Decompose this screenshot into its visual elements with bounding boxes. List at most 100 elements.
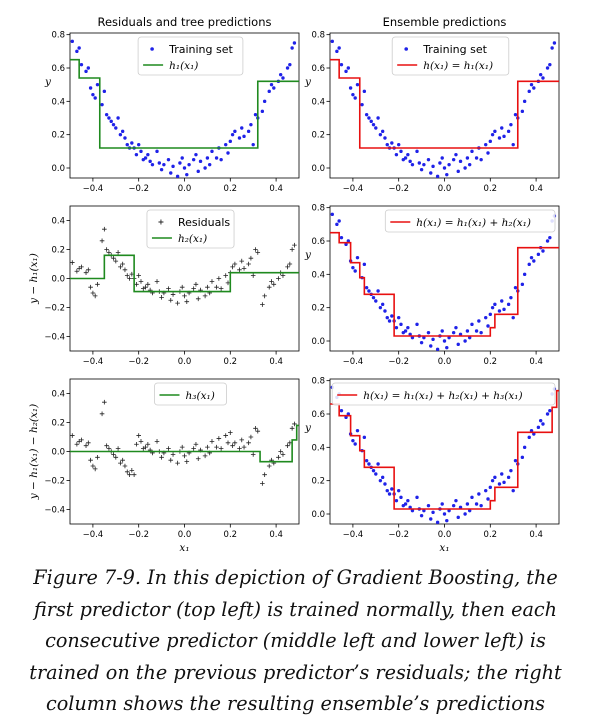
data-point: [408, 505, 412, 510]
data-point: [230, 132, 235, 137]
residual-point: [83, 443, 89, 448]
residual-point: [241, 444, 247, 450]
panel-p21: −0.4 −0.2 0.0 0.2 0.4 −0.4 −0.2 0.0 0.2 0.4 y − h₁…: [28, 205, 300, 367]
data-point: [262, 99, 267, 104]
data-point: [70, 39, 74, 44]
residual-point: [218, 286, 224, 291]
data-point: [410, 508, 415, 513]
data-point: [95, 82, 100, 87]
data-point: [465, 156, 470, 160]
residual-point: [239, 437, 245, 443]
data-point: [435, 520, 440, 524]
data-point: [488, 139, 492, 144]
data-point: [497, 309, 502, 313]
data-point: [191, 157, 196, 162]
x-tick-label: −0.2: [388, 357, 409, 367]
residual-point: [205, 284, 210, 290]
residual-point: [191, 286, 196, 291]
data-point: [399, 322, 403, 327]
data-point: [91, 92, 95, 97]
data-point: [456, 515, 460, 520]
plot-area: [70, 39, 299, 178]
data-point: [486, 497, 490, 501]
y-axis-label: y: [304, 422, 312, 434]
y-tick-label: 0.0: [311, 510, 325, 520]
residual-point: [83, 270, 89, 275]
residual-point: [182, 293, 187, 299]
x-tick-label: 0.0: [178, 530, 192, 540]
residual-point: [166, 446, 171, 451]
residual-point: [276, 455, 281, 460]
residual-point: [74, 268, 80, 274]
residual-point: [70, 260, 75, 265]
data-point: [337, 219, 341, 223]
residual-point: [214, 284, 219, 290]
data-point: [435, 174, 440, 178]
y-tick-label: −0.2: [44, 304, 65, 314]
x-tick-label: −0.2: [388, 184, 409, 194]
data-point: [431, 510, 435, 515]
data-point: [467, 335, 472, 340]
data-point: [123, 136, 127, 140]
data-point: [339, 408, 344, 413]
data-point: [166, 157, 171, 162]
data-point: [330, 212, 334, 217]
data-point: [406, 498, 410, 503]
panel-p11: −0.4 −0.2 0.0 0.2 0.4 0.0 0.2 0.4 0.6 0.8 Residual…: [44, 15, 300, 194]
residual-point: [182, 453, 187, 459]
residual-point: [232, 440, 238, 446]
x-tick-label: −0.2: [128, 530, 149, 540]
data-point: [403, 156, 408, 160]
data-point: [100, 102, 104, 107]
residual-point: [138, 439, 144, 444]
prediction-step-line: [330, 231, 559, 337]
x-tick-label: 0.4: [529, 357, 543, 367]
residual-point: [129, 468, 135, 473]
legend-box: [331, 382, 556, 406]
data-point: [116, 116, 120, 120]
data-point: [484, 142, 488, 147]
data-point: [520, 455, 525, 460]
data-point: [281, 76, 285, 80]
residual-point: [255, 250, 261, 255]
x-tick-label: 0.2: [224, 357, 238, 367]
y-tick-label: −0.4: [44, 333, 65, 343]
data-point: [148, 159, 152, 164]
data-point: [532, 86, 536, 90]
data-point: [479, 503, 483, 508]
data-point: [429, 171, 433, 175]
data-point: [288, 62, 292, 67]
residual-point: [184, 459, 190, 464]
residual-point: [143, 284, 148, 290]
residual-point: [70, 433, 75, 438]
residual-point: [241, 266, 247, 271]
residual-point: [292, 242, 297, 248]
x-tick-label: 0.0: [178, 357, 192, 367]
residual-point: [289, 426, 295, 431]
x-tick-label: 0.4: [529, 184, 543, 194]
data-point: [387, 492, 392, 496]
residual-point: [218, 446, 224, 451]
data-point: [374, 472, 378, 476]
y-tick-label: 0.4: [51, 390, 65, 400]
data-point: [488, 485, 492, 490]
data-point: [79, 62, 84, 67]
residual-point: [74, 441, 80, 447]
y-axis-label: y: [304, 249, 312, 261]
data-point: [111, 122, 116, 127]
data-point: [380, 302, 385, 307]
data-point: [497, 136, 502, 140]
data-point: [447, 335, 451, 340]
data-point: [194, 152, 198, 157]
y-tick-label: 0.6: [311, 237, 325, 247]
data-point: [456, 169, 460, 174]
data-point: [387, 319, 392, 323]
residual-point: [230, 443, 235, 448]
legend-label: h₁(x₁): [169, 60, 198, 72]
data-point: [364, 112, 369, 117]
caption-line-2: first predictor (top left) is trained no…: [33, 597, 558, 621]
data-point: [137, 142, 141, 147]
data-point: [351, 92, 355, 97]
gradient-boosting-figure: −0.4 −0.2 0.0 0.2 0.4 0.0 0.2 0.4 0.6 0.8 Residual…: [28, 15, 560, 554]
data-point: [228, 139, 232, 144]
